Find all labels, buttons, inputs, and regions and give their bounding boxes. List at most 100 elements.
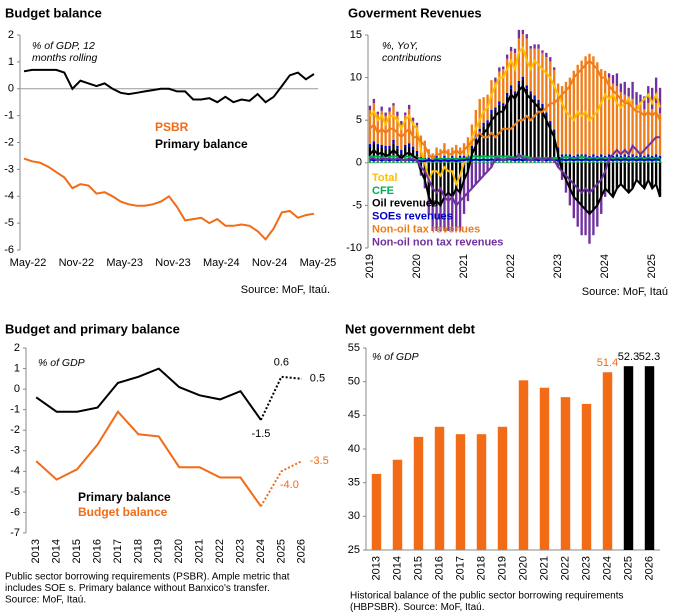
bar-segment <box>553 129 556 133</box>
bar-segment <box>619 162 623 185</box>
x-tick-label: 2014 <box>391 556 403 580</box>
bar-segment <box>533 44 536 49</box>
bar-segment <box>474 162 477 185</box>
bar-segment <box>380 144 383 148</box>
x-tick-label: 2018 <box>475 556 487 580</box>
bar-segment <box>537 102 540 158</box>
x-tick-label: 2020 <box>411 254 423 278</box>
bar <box>539 387 550 550</box>
note: Source: MoF, Itaú. <box>5 595 86 606</box>
bar-segment <box>643 96 646 110</box>
y-tick-label: -3 <box>4 163 14 175</box>
bar-segment <box>560 171 564 180</box>
bar-segment <box>470 145 474 149</box>
bar-segment <box>553 67 556 70</box>
bar-segment <box>658 162 662 197</box>
bar-segment <box>431 205 434 231</box>
bar-segment <box>615 154 619 158</box>
note: (HBPSBR). Source: MoF, Itaú. <box>350 602 485 613</box>
bar-segment <box>537 48 540 100</box>
bar-segment <box>494 109 497 157</box>
bar-segment <box>572 70 575 156</box>
bar-segment <box>529 93 532 158</box>
bar-segment <box>451 147 454 156</box>
bar-segment <box>584 56 587 155</box>
y-tick-label: 35 <box>348 477 360 489</box>
bar-segment <box>592 154 595 158</box>
bar-segment <box>439 162 442 206</box>
y-tick-label: 0 <box>356 157 362 169</box>
bar-segment <box>647 162 650 180</box>
bar-segment <box>455 188 458 231</box>
bar-segment <box>407 104 411 110</box>
bar-segment <box>635 155 638 159</box>
bar <box>434 426 445 550</box>
bar-segment <box>396 148 399 157</box>
value-label: -3.5 <box>310 455 329 467</box>
bar-segment <box>478 162 481 180</box>
legend-entry: Primary balance <box>78 490 171 504</box>
bar-segment <box>545 112 548 116</box>
bar-segment <box>435 162 438 202</box>
bar-segment <box>482 126 485 156</box>
bar-segment <box>368 155 372 163</box>
bar-segment <box>372 103 376 142</box>
bar-segment <box>639 94 642 104</box>
bar-segment <box>588 155 591 159</box>
bar-segment <box>588 53 591 156</box>
bar-segment <box>396 111 399 116</box>
x-tick-label: 2022 <box>559 556 571 580</box>
y-tick-label: 5 <box>356 114 362 126</box>
x-tick-label: 2026 <box>643 556 655 580</box>
bar-segment <box>517 29 521 39</box>
bar-segment <box>388 148 391 157</box>
bar-segment <box>568 154 572 158</box>
bar-segment <box>631 154 634 158</box>
bar-segment <box>486 122 489 157</box>
x-tick-label: May-24 <box>203 257 240 269</box>
bar <box>602 372 613 550</box>
bar-segment <box>376 147 379 156</box>
y-tick-label: -2 <box>10 424 20 436</box>
chart-title: Budget and primary balance <box>5 321 180 336</box>
bar-segment <box>572 155 575 159</box>
bar-segment <box>643 162 646 189</box>
x-tick-label: 2026 <box>296 539 308 563</box>
legend-entry: CFE <box>372 185 394 197</box>
bar-segment <box>529 46 532 49</box>
bar-segment <box>654 162 658 185</box>
legend-entry: Non-oil tax revenues <box>372 224 480 236</box>
bar-segment <box>568 188 572 206</box>
bar-segment <box>482 122 485 127</box>
bar-segment <box>427 160 430 163</box>
bar-segment <box>541 50 544 53</box>
bar <box>518 380 529 550</box>
x-tick-label: 2024 <box>255 539 267 563</box>
y-tick-label: 30 <box>348 510 360 522</box>
note: Public sector borrowing requirements (PS… <box>5 572 290 583</box>
y-tick-label: -7 <box>10 527 20 539</box>
bar-segment <box>615 162 619 189</box>
bar-segment <box>451 196 454 231</box>
bar-segment <box>549 121 552 125</box>
value-label: 51.4 <box>597 357 618 369</box>
bar-segment <box>580 162 583 206</box>
x-tick-label: 2020 <box>517 556 529 580</box>
bar-segment <box>368 147 372 156</box>
bar-segment <box>584 209 587 236</box>
value-label: 0.5 <box>310 373 325 385</box>
bar-segment <box>627 162 630 193</box>
bar-segment <box>368 105 372 110</box>
bar-segment <box>639 162 642 185</box>
line-series <box>23 157 315 241</box>
bar-segment <box>576 201 579 227</box>
bar <box>476 434 487 550</box>
bar-segment <box>639 103 642 155</box>
y-tick-label: -5 <box>10 486 20 498</box>
bar-segment <box>525 88 528 157</box>
bar-segment <box>615 73 619 87</box>
x-tick-label: 2022 <box>214 539 226 563</box>
y-tick-label: 2 <box>14 342 20 354</box>
bar-segment <box>443 162 446 197</box>
bar-segment <box>384 115 387 146</box>
